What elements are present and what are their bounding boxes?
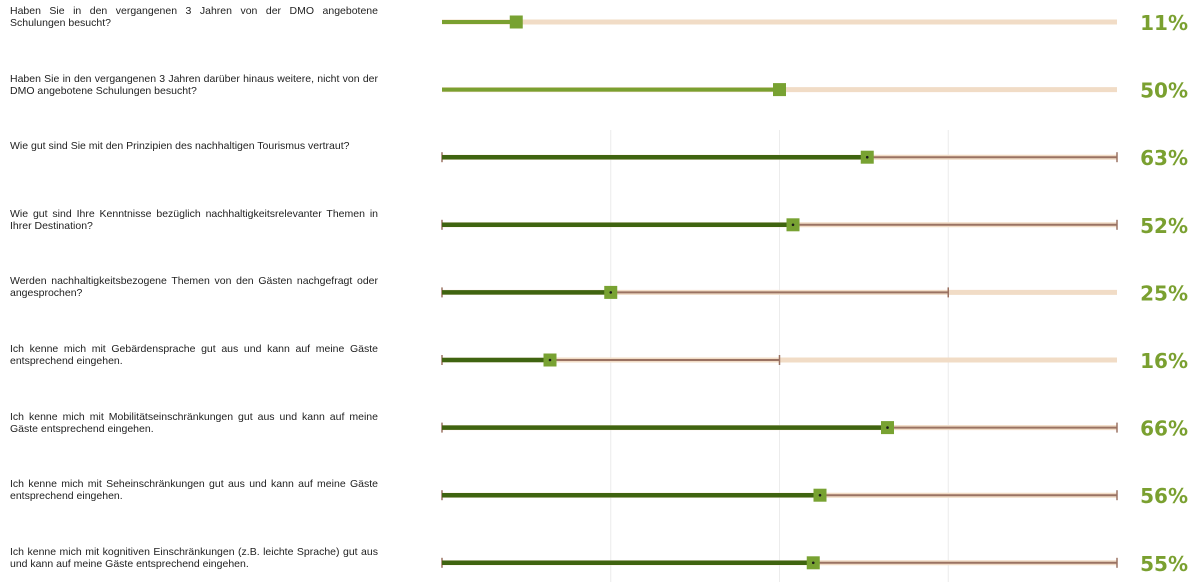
question-label: Ich kenne mich mit Mobilitätseinschränku… [10, 410, 378, 435]
value-marker-dot [886, 426, 889, 429]
question-label: Werden nachhaltigkeitsbezogene Themen vo… [10, 275, 378, 300]
question-label: Haben Sie in den vergangenen 3 Jahren da… [10, 72, 378, 97]
value-marker-dot [609, 291, 613, 294]
chart-row: Wie gut sind Sie mit den Prinzipien des … [10, 140, 1188, 170]
question-label: Ich kenne mich mit Gebärdensprache gut a… [10, 343, 378, 368]
chart-row: Wie gut sind Ihre Kenntnisse bezüglich n… [10, 207, 1188, 238]
value-marker-dot [811, 561, 815, 565]
value-marker-dot [818, 493, 822, 497]
question-label: Ich kenne mich mit Seheinschränkungen gu… [10, 478, 378, 503]
question-label-box: Werden nachhaltigkeitsbezogene Themen vo… [10, 275, 378, 300]
question-label: Ich kenne mich mit kognitiven Einschränk… [10, 545, 378, 570]
question-label-box: Wie gut sind Sie mit den Prinzipien des … [10, 140, 350, 153]
question-label-box: Haben Sie in den vergangenen 3 Jahren da… [10, 72, 378, 97]
question-label-box: Wie gut sind Ihre Kenntnisse bezüglich n… [10, 207, 378, 232]
chart-row: Haben Sie in den vergangenen 3 Jahren vo… [10, 5, 1188, 35]
question-label: Wie gut sind Ihre Kenntnisse bezüglich n… [10, 207, 378, 232]
percent-label: 66% [1140, 417, 1188, 441]
value-marker [509, 15, 523, 29]
value-marker-dot [865, 155, 869, 159]
question-label-box: Ich kenne mich mit Gebärdensprache gut a… [10, 343, 378, 368]
value-marker-dot [791, 223, 795, 227]
chart-row: Ich kenne mich mit kognitiven Einschränk… [10, 545, 1188, 576]
question-label: Wie gut sind Sie mit den Prinzipien des … [10, 140, 350, 153]
chart-row: Ich kenne mich mit Mobilitätseinschränku… [10, 410, 1188, 441]
question-label-box: Ich kenne mich mit Mobilitätseinschränku… [10, 410, 378, 435]
question-label-box: Ich kenne mich mit kognitiven Einschränk… [10, 545, 378, 570]
percent-label: 11% [1140, 11, 1188, 35]
chart-row: Ich kenne mich mit Gebärdensprache gut a… [10, 343, 1188, 373]
chart-row: Werden nachhaltigkeitsbezogene Themen vo… [10, 275, 1188, 305]
percent-label: 25% [1140, 281, 1188, 305]
value-marker-dot [548, 358, 552, 362]
chart-row: Ich kenne mich mit Seheinschränkungen gu… [10, 478, 1188, 508]
question-label-box: Ich kenne mich mit Seheinschränkungen gu… [10, 478, 378, 503]
value-marker [773, 83, 786, 97]
percent-label: 52% [1140, 214, 1188, 238]
percent-label: 55% [1140, 552, 1188, 576]
chart-row: Haben Sie in den vergangenen 3 Jahren da… [10, 72, 1188, 103]
question-label-box: Haben Sie in den vergangenen 3 Jahren vo… [10, 5, 378, 30]
percent-label: 63% [1140, 146, 1188, 170]
percent-label: 50% [1140, 79, 1188, 103]
percent-label: 16% [1140, 349, 1188, 373]
question-label: Haben Sie in den vergangenen 3 Jahren vo… [10, 5, 378, 30]
percent-label: 56% [1140, 484, 1188, 508]
